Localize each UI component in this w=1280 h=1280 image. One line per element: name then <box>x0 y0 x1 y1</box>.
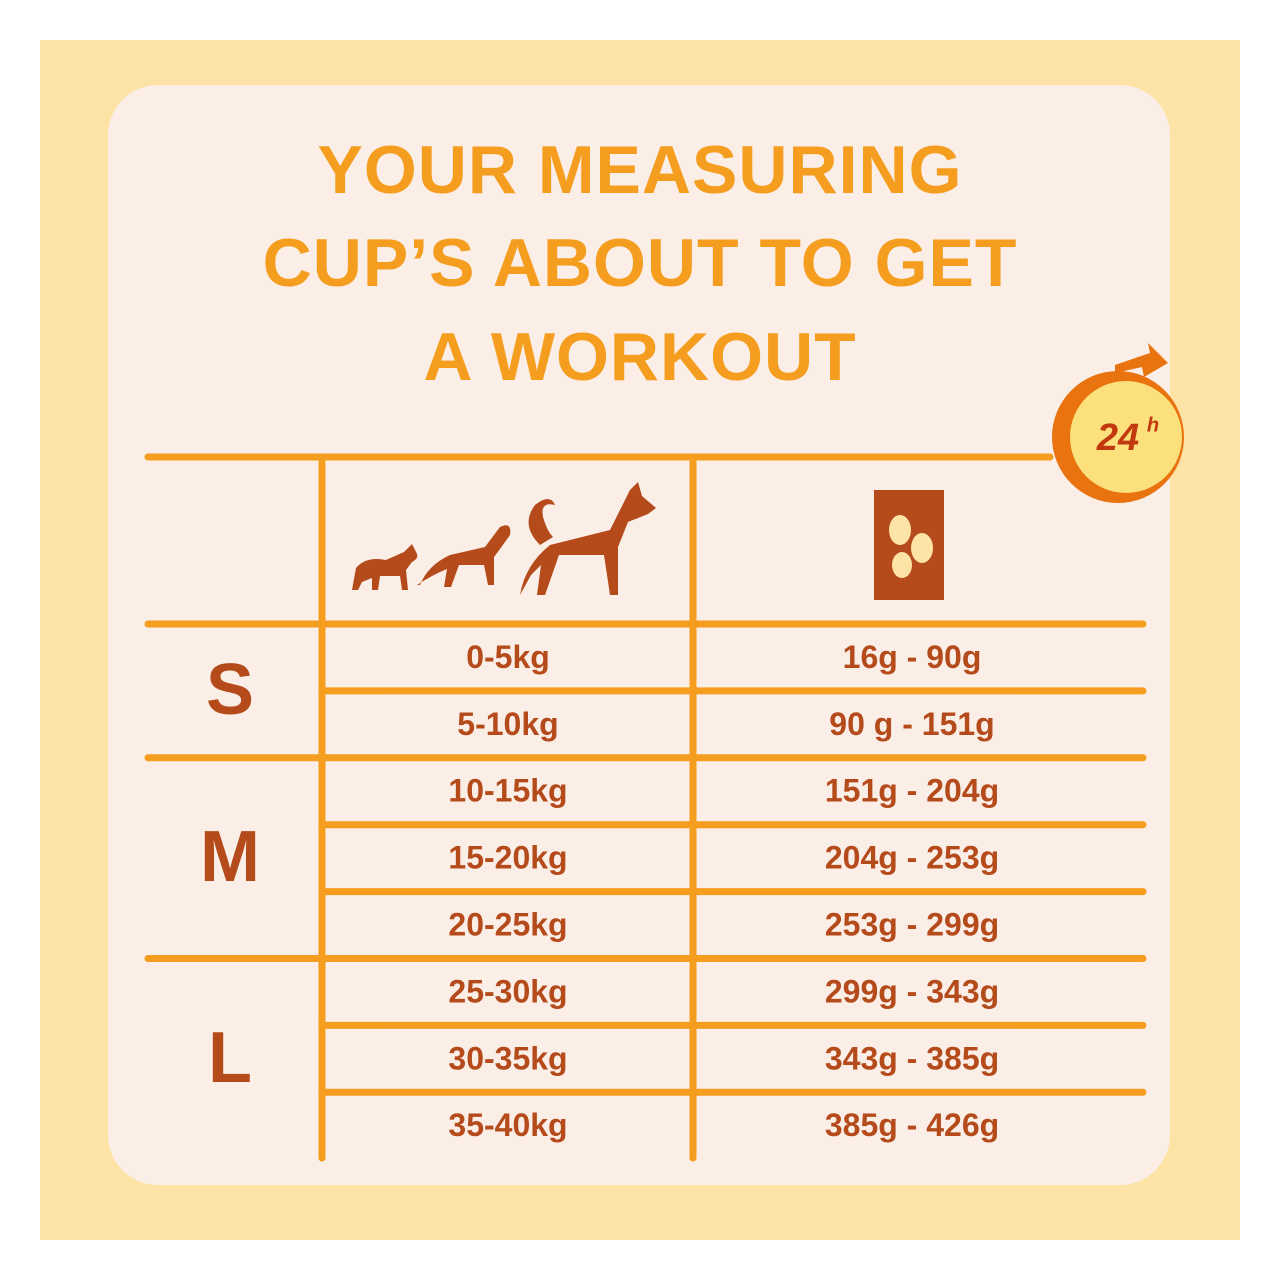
weight-range: 20-25kg <box>448 907 567 943</box>
food-amount: 385g - 426g <box>825 1107 999 1143</box>
timer-badge: 24 h <box>1052 343 1184 503</box>
badge-unit: h <box>1147 414 1159 436</box>
size-label: L <box>208 1018 252 1098</box>
food-amount: 90 g - 151g <box>829 706 994 742</box>
table-lines <box>144 453 1054 1162</box>
food-amount: 253g - 299g <box>825 907 999 943</box>
size-label: M <box>200 817 260 897</box>
food-amount: 299g - 343g <box>825 973 999 1009</box>
weight-range: 5-10kg <box>457 706 558 742</box>
food-amount: 343g - 385g <box>825 1040 999 1076</box>
weight-range: 0-5kg <box>466 639 550 675</box>
title-line: YOUR MEASURING <box>318 132 963 208</box>
food-amount: 16g - 90g <box>843 639 982 675</box>
weight-range: 30-35kg <box>448 1040 567 1076</box>
weight-range: 15-20kg <box>448 840 567 876</box>
card <box>108 85 1170 1185</box>
size-label: S <box>206 650 254 730</box>
dog-icons <box>352 482 656 595</box>
title-line: CUP’S ABOUT TO GET <box>263 225 1018 301</box>
weight-range: 35-40kg <box>448 1107 567 1143</box>
title-line: A WORKOUT <box>423 319 856 395</box>
badge-number: 24 <box>1096 417 1139 459</box>
weight-range: 10-15kg <box>448 773 567 809</box>
food-bag-icon <box>874 490 944 600</box>
food-amount: 204g - 253g <box>825 840 999 876</box>
food-amount: 151g - 204g <box>825 773 999 809</box>
weight-range: 25-30kg <box>448 973 567 1009</box>
